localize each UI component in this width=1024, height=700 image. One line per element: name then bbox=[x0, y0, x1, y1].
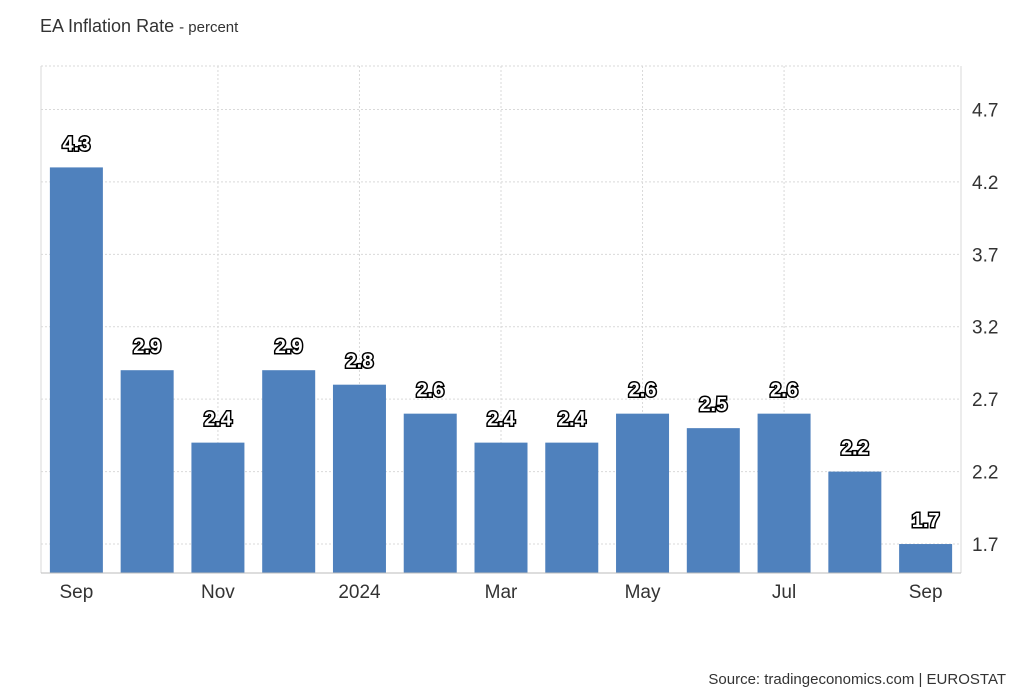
y-tick-label: 4.2 bbox=[972, 173, 998, 194]
data-label: 2.8 bbox=[346, 351, 374, 373]
bar bbox=[49, 167, 103, 573]
x-tick-label: Jul bbox=[772, 582, 796, 603]
x-tick-label: Mar bbox=[485, 582, 518, 603]
y-tick-label: 2.2 bbox=[972, 463, 998, 484]
data-label: 4.3 bbox=[62, 133, 90, 155]
y-tick-label: 2.7 bbox=[972, 390, 998, 411]
x-tick-label: Nov bbox=[201, 582, 235, 603]
title-text: EA Inflation Rate bbox=[40, 16, 175, 36]
x-tick-label: May bbox=[625, 582, 661, 603]
data-label: 2.6 bbox=[770, 380, 798, 402]
x-tick-label: Sep bbox=[59, 582, 93, 603]
bar bbox=[828, 471, 882, 573]
bar bbox=[757, 413, 811, 573]
bar bbox=[616, 413, 670, 573]
data-label: 2.5 bbox=[699, 394, 727, 416]
y-tick-label: 3.7 bbox=[972, 245, 998, 266]
bar bbox=[403, 413, 457, 573]
data-label: 2.2 bbox=[841, 438, 869, 460]
y-tick-label: 3.2 bbox=[972, 318, 998, 339]
bar bbox=[474, 442, 528, 573]
x-tick-label: Sep bbox=[909, 582, 943, 603]
data-label: 2.9 bbox=[133, 336, 161, 358]
y-tick-label: 1.7 bbox=[972, 535, 998, 556]
data-label: 2.4 bbox=[487, 409, 516, 431]
bar bbox=[191, 442, 245, 573]
data-label: 2.9 bbox=[275, 336, 303, 358]
data-label: 2.4 bbox=[204, 409, 233, 431]
subtitle-text: - percent bbox=[179, 19, 239, 36]
y-tick-label: 4.7 bbox=[972, 100, 998, 121]
data-label: 2.4 bbox=[558, 409, 587, 431]
bar bbox=[686, 428, 740, 573]
source-note: Source: tradingeconomics.com | EUROSTAT bbox=[708, 671, 1006, 688]
x-tick-label: 2024 bbox=[338, 582, 381, 603]
bar bbox=[899, 544, 953, 573]
data-label: 2.6 bbox=[416, 380, 444, 402]
data-label: 2.6 bbox=[629, 380, 657, 402]
chart-title: EA Inflation Rate - percent bbox=[40, 16, 238, 37]
bar bbox=[545, 442, 599, 573]
bar bbox=[332, 384, 386, 573]
bar bbox=[262, 370, 316, 573]
data-label: 1.7 bbox=[912, 510, 940, 532]
bar bbox=[120, 370, 174, 573]
